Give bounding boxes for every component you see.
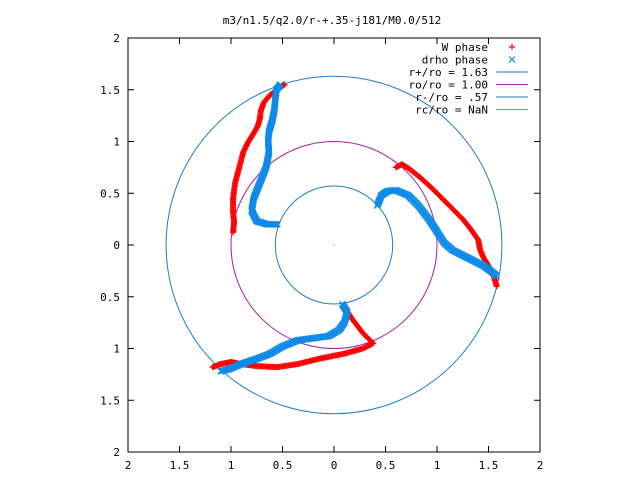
plot-area [165,75,503,415]
x-tick-label: 2 [125,459,132,472]
y-tick-label: 2 [113,446,120,459]
legend-label: rc/ro = NaN [415,104,488,117]
drho-phase-point [493,272,501,280]
drho-phase-point [218,367,226,375]
legend-label: r+/ro = 1.63 [409,66,488,79]
y-tick-label: 1 [113,136,120,149]
drho-phase-point [219,367,227,375]
x-tick-label: 1 [434,459,441,472]
legend-label: W phase [442,41,488,54]
drho-phase-series [217,81,501,375]
w-phase-point [281,81,288,88]
x-tick-label: 1 [228,459,235,472]
chart-title: m3/n1.5/q2.0/r-+.35-j181/M0.0/512 [223,14,442,27]
drho-phase-point [217,367,225,375]
legend-marker [508,56,516,63]
circle-ro-line [230,141,438,349]
y-tick-label: 1 [113,343,120,356]
circle-r--line [274,185,394,305]
y-tick-label: 0.5 [100,187,120,200]
legend-marker [509,44,515,50]
legend-label: ro/ro = 1.00 [409,79,488,92]
x-axis-ticks: 2 1.5 1 0.5 0 0.5 1 1.5 2 [125,38,544,472]
y-tick-label: 2 [113,32,120,45]
circle-r+-line [165,75,503,415]
x-tick-label: 0 [331,459,338,472]
x-tick-label: 0.5 [273,459,293,472]
x-tick-label: 1.5 [170,459,190,472]
w-phase-series [209,81,500,371]
y-axis-ticks: 2 1.5 1 0.5 0 0.5 1 1.5 2 [100,32,540,459]
y-tick-label: 1.5 [100,84,120,97]
legend-label: drho phase [422,54,488,67]
x-tick-label: 2 [537,459,544,472]
w-phase-point [493,283,500,290]
y-tick-label: 0.5 [100,291,120,304]
drho-phase-point [277,81,284,88]
w-phase-point [209,364,216,371]
center-point [333,244,335,246]
x-tick-label: 1.5 [479,459,499,472]
y-tick-label: 1.5 [100,394,120,407]
y-tick-label: 0 [113,239,120,252]
x-tick-label: 0.5 [376,459,396,472]
legend-label: r-/ro = .57 [415,91,488,104]
